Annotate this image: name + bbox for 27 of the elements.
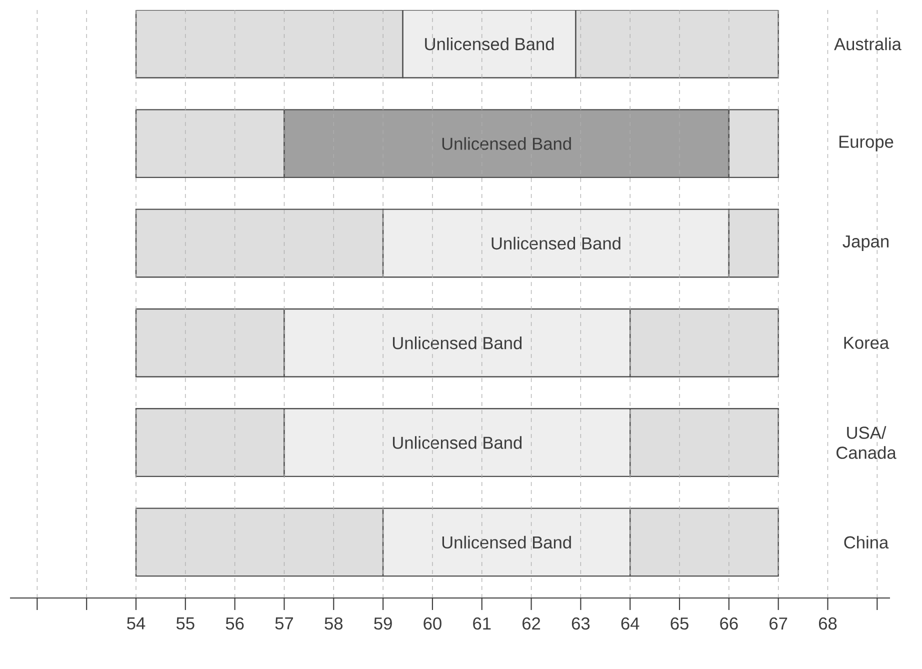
- y-tick-label: USA/ Canada: [836, 426, 896, 459]
- data-label: Unlicensed Band: [492, 236, 620, 250]
- x-tick-label: 62: [522, 617, 540, 630]
- data-label: Unlicensed Band: [392, 336, 522, 350]
- x-tick-label: 64: [621, 617, 640, 630]
- x-tick-label: 58: [324, 617, 343, 630]
- y-tick-label: Australia: [834, 38, 902, 50]
- x-tick-label: 67: [770, 617, 788, 630]
- data-label: Unlicensed Band: [442, 137, 571, 150]
- x-tick-label: 57: [275, 617, 293, 630]
- x-tick-label: 61: [473, 617, 491, 630]
- x-tick-label: 56: [226, 617, 244, 630]
- x-tick-label: 60: [424, 617, 442, 630]
- x-tick-label: 65: [670, 617, 688, 630]
- x-tick-label: 59: [374, 617, 392, 630]
- x-tick-label: 54: [127, 617, 146, 630]
- data-label: Unlicensed Band: [392, 436, 522, 449]
- x-tick-label: 68: [818, 617, 837, 630]
- y-tick-label: Japan: [842, 235, 888, 251]
- data-label: Unlicensed Band: [442, 536, 571, 549]
- x-tick-label: 63: [572, 617, 590, 630]
- y-tick-label: Europe: [839, 136, 894, 152]
- data-label: Unlicensed Band: [425, 38, 554, 50]
- y-tick-label: Korea: [844, 336, 890, 349]
- x-tick-label: 55: [176, 617, 194, 630]
- x-tick-label: 66: [720, 617, 738, 630]
- y-tick-label: China: [844, 536, 889, 549]
